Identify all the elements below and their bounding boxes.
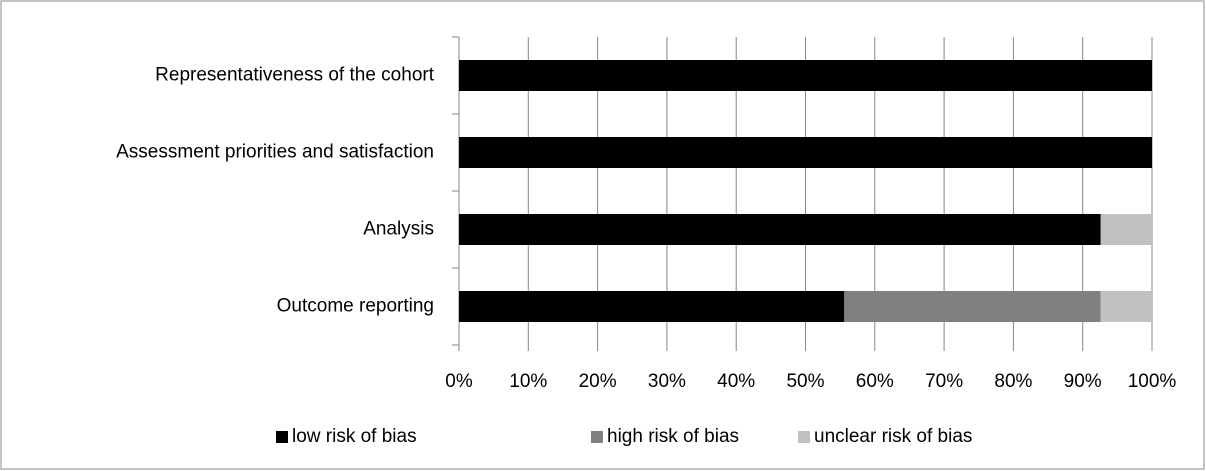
bar-segment bbox=[1100, 291, 1152, 322]
y-tick-label: Assessment priorities and satisfaction bbox=[116, 142, 434, 163]
bar-segment bbox=[459, 60, 1152, 91]
legend-swatch bbox=[276, 431, 288, 443]
legend-label: unclear risk of bias bbox=[814, 426, 972, 447]
y-tick-label: Representativeness of the cohort bbox=[155, 65, 435, 86]
bar-segment bbox=[1100, 214, 1152, 245]
x-tick-label: 30% bbox=[648, 371, 686, 392]
bar-segment bbox=[459, 291, 845, 322]
x-tick-label: 50% bbox=[786, 371, 824, 392]
bar-segment bbox=[459, 214, 1101, 245]
x-tick-label: 10% bbox=[509, 371, 547, 392]
bar-segment bbox=[844, 291, 1101, 322]
x-tick-label: 0% bbox=[445, 371, 473, 392]
legend-label: low risk of bias bbox=[292, 426, 417, 447]
legend-label: high risk of bias bbox=[607, 426, 739, 447]
x-tick-label: 90% bbox=[1064, 371, 1102, 392]
x-tick-label: 100% bbox=[1128, 371, 1177, 392]
x-tick-label: 80% bbox=[994, 371, 1032, 392]
x-tick-label: 60% bbox=[856, 371, 894, 392]
legend-swatch bbox=[591, 431, 603, 443]
y-tick-label: Outcome reporting bbox=[277, 296, 434, 317]
x-tick-label: 40% bbox=[717, 371, 755, 392]
x-tick-label: 70% bbox=[925, 371, 963, 392]
y-tick-label: Analysis bbox=[363, 219, 434, 240]
legend-swatch bbox=[798, 431, 810, 443]
x-tick-label: 20% bbox=[579, 371, 617, 392]
bar-segment bbox=[459, 137, 1152, 168]
